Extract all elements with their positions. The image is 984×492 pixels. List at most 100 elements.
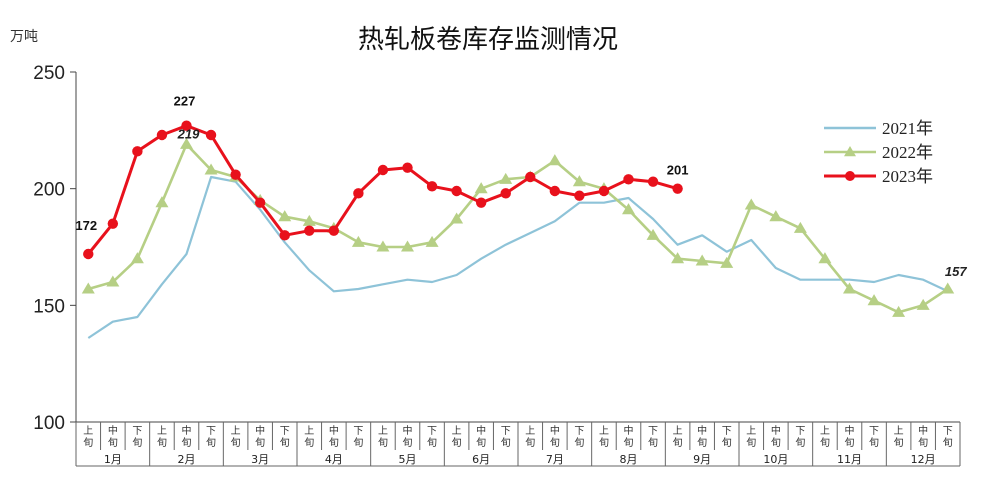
month-label: 2月 xyxy=(178,453,196,466)
data-point xyxy=(646,228,660,240)
x-tick-label: 上旬 xyxy=(820,425,830,449)
data-point xyxy=(83,248,94,260)
legend: 2021年 2022年 2023年 xyxy=(824,119,933,186)
data-point xyxy=(156,129,168,141)
x-tick-label: 中旬 xyxy=(403,424,413,449)
month-label: 8月 xyxy=(620,453,638,466)
month-label: 4月 xyxy=(325,453,343,466)
x-tick-label: 中旬 xyxy=(255,424,265,449)
axes: 100150200250上旬中旬下旬上旬中旬下旬上旬中旬下旬上旬中旬下旬上旬中旬… xyxy=(33,63,961,467)
plot-area: 172 227 219 201 157 xyxy=(75,94,967,339)
data-point xyxy=(744,198,758,210)
annotation-label: 201 xyxy=(667,163,689,178)
data-point xyxy=(450,212,464,224)
data-point xyxy=(279,230,290,241)
data-point xyxy=(180,137,193,149)
data-point xyxy=(818,252,832,264)
data-point xyxy=(204,163,218,175)
data-point xyxy=(941,282,955,294)
data-point xyxy=(302,214,316,226)
x-tick-label: 中旬 xyxy=(697,424,707,449)
data-point xyxy=(793,221,807,233)
x-tick-label: 下旬 xyxy=(574,426,584,449)
legend-label: 2023年 xyxy=(882,167,933,186)
x-tick-label: 中旬 xyxy=(845,424,855,449)
data-point xyxy=(720,256,734,268)
data-point xyxy=(892,305,906,317)
data-point xyxy=(106,275,120,287)
month-label: 9月 xyxy=(693,453,711,466)
month-label: 12月 xyxy=(911,453,936,466)
data-point xyxy=(549,185,561,197)
x-tick-label: 下旬 xyxy=(206,426,216,449)
x-tick-label: 上旬 xyxy=(231,425,241,449)
data-point xyxy=(107,218,119,229)
data-point xyxy=(328,225,340,236)
x-tick-label: 上旬 xyxy=(894,425,904,449)
data-point xyxy=(574,190,585,201)
x-tick-label: 下旬 xyxy=(427,426,437,449)
x-tick-label: 下旬 xyxy=(280,426,290,449)
series-line-1 xyxy=(87,143,949,314)
legend-marker xyxy=(844,146,856,157)
x-tick-label: 下旬 xyxy=(501,426,511,449)
series-line-2 xyxy=(87,124,679,255)
x-tick-label: 中旬 xyxy=(182,424,192,449)
x-tick-label: 下旬 xyxy=(869,426,879,449)
legend-label: 2022年 xyxy=(882,143,933,162)
data-point xyxy=(500,188,511,199)
data-point xyxy=(155,196,169,208)
month-label: 11月 xyxy=(837,453,862,466)
x-tick-label: 下旬 xyxy=(648,426,658,449)
data-point xyxy=(499,172,513,184)
x-tick-label: 中旬 xyxy=(624,424,634,449)
y-tick-label: 200 xyxy=(33,180,65,201)
annotation-label: 227 xyxy=(174,94,196,109)
month-label: 7月 xyxy=(546,453,564,466)
data-point xyxy=(867,294,881,306)
x-tick-label: 下旬 xyxy=(132,426,142,449)
data-point xyxy=(623,174,634,185)
y-tick-label: 150 xyxy=(33,296,65,317)
data-point xyxy=(426,181,438,192)
x-tick-label: 下旬 xyxy=(943,426,953,449)
data-point xyxy=(425,235,439,247)
legend-marker xyxy=(845,171,855,181)
month-label: 10月 xyxy=(763,453,788,466)
data-point xyxy=(572,175,586,187)
month-label: 5月 xyxy=(399,453,417,466)
month-label: 3月 xyxy=(251,453,269,466)
x-tick-label: 中旬 xyxy=(550,424,560,449)
data-point xyxy=(622,203,635,215)
data-point xyxy=(376,240,390,252)
data-point xyxy=(181,120,192,131)
data-point xyxy=(916,298,930,310)
y-tick-label: 250 xyxy=(33,63,65,84)
x-tick-label: 上旬 xyxy=(673,425,683,449)
x-tick-label: 上旬 xyxy=(378,425,388,449)
x-tick-label: 下旬 xyxy=(722,426,732,449)
data-point xyxy=(304,225,315,236)
x-tick-label: 中旬 xyxy=(918,424,928,449)
month-label: 6月 xyxy=(472,453,490,466)
y-tick-label: 100 xyxy=(33,413,65,434)
data-point xyxy=(843,282,856,294)
data-point xyxy=(132,146,143,157)
data-point xyxy=(695,254,709,266)
x-tick-label: 中旬 xyxy=(329,424,339,449)
x-tick-label: 上旬 xyxy=(746,425,756,449)
x-tick-label: 上旬 xyxy=(304,425,314,449)
x-tick-label: 中旬 xyxy=(108,424,118,449)
data-point xyxy=(130,252,144,264)
annotation-label: 172 xyxy=(75,218,97,233)
annotation-label: 219 xyxy=(177,126,200,141)
x-tick-label: 上旬 xyxy=(525,425,535,449)
data-point xyxy=(671,252,685,264)
data-point xyxy=(475,197,487,208)
data-point xyxy=(402,162,413,173)
data-point xyxy=(353,188,364,199)
data-point xyxy=(598,185,610,197)
data-point xyxy=(401,240,414,252)
x-tick-label: 上旬 xyxy=(452,425,462,449)
